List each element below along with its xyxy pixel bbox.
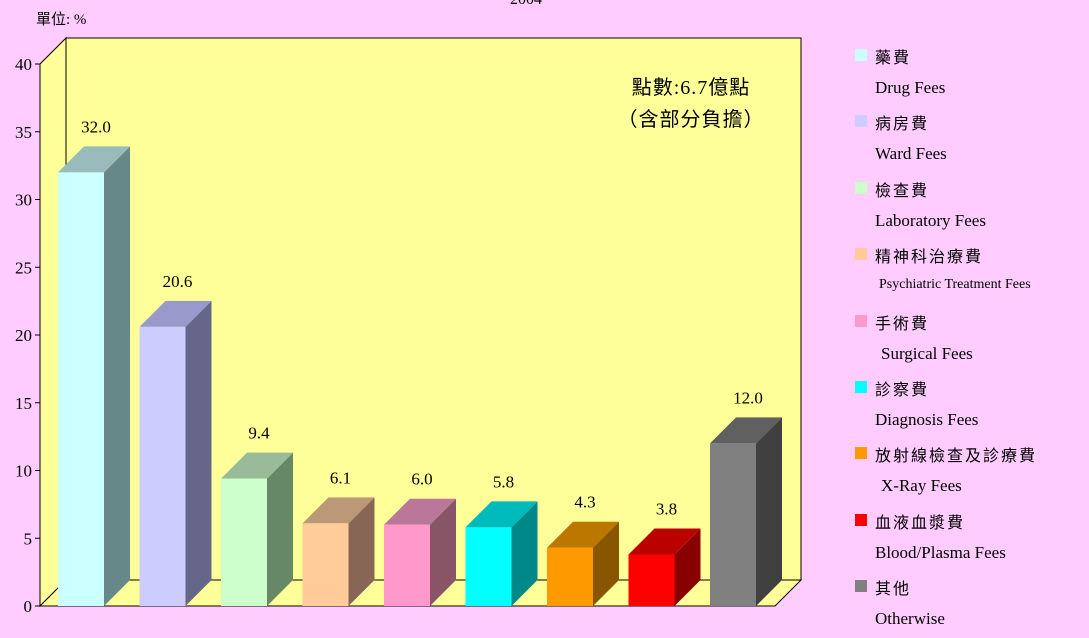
legend-label-zh: 檢查費	[875, 182, 930, 200]
bar-side	[267, 452, 293, 606]
legend-label-zh: 診察費	[875, 381, 930, 399]
annotation-line-1: 點數:6.7億點	[631, 77, 751, 99]
legend-label-zh: 藥費	[875, 50, 912, 67]
bar	[221, 478, 267, 606]
legend-item-otherwise: 其他 Otherwise	[855, 571, 1089, 637]
legend-label-en: Ward Fees	[875, 144, 947, 164]
bar-top	[221, 452, 293, 479]
legend-item-xray: 放射線檢查及診療費 X-Ray Fees	[855, 438, 1089, 504]
bar	[384, 524, 430, 606]
bar-value-label: 32.0	[81, 117, 111, 136]
y-axis-unit-label: 單位: %	[36, 12, 87, 28]
legend-label-zh: 放射線檢查及診療費	[875, 448, 1038, 466]
annotation: 點數:6.7億點 （含部分負擔）	[606, 72, 776, 136]
legend-label-en: Psychiatric Treatment Fees	[879, 277, 1031, 293]
legend-item-blood-plasma: 血液血漿費 Blood/Plasma Fees	[855, 505, 1089, 571]
y-tick-label: 35	[15, 123, 32, 142]
bar	[58, 172, 104, 606]
legend-label-en: X-Ray Fees	[881, 476, 962, 496]
bar	[139, 326, 186, 606]
legend-label-zh: 其他	[875, 581, 912, 599]
bar-side	[756, 417, 782, 606]
legend-item-psychiatric: 精神科治療費 Psychiatric Treatment Fees	[855, 239, 1089, 305]
bar-side	[593, 521, 619, 606]
legend-item-drug: 藥費 Drug Fees	[855, 40, 1089, 106]
bar-side	[674, 528, 701, 606]
bar-value-label: 12.0	[733, 388, 763, 407]
bar-top	[710, 417, 782, 444]
bar-value-label: 3.8	[656, 500, 677, 519]
bar-side	[511, 501, 538, 606]
bar-side	[348, 497, 375, 606]
legend-swatch	[855, 314, 867, 327]
bar-top	[628, 528, 701, 555]
legend-label-en: Laboratory Fees	[875, 210, 986, 230]
legend-item-laboratory: 檢查費 Laboratory Fees	[855, 173, 1089, 239]
bar-value-label: 6.1	[330, 468, 351, 487]
y-tick-label: 5	[24, 529, 33, 548]
bar-top	[384, 498, 456, 525]
legend-swatch	[855, 115, 867, 128]
legend-label-en: Drug Fees	[875, 78, 946, 97]
legend-swatch	[855, 248, 867, 261]
bar-value-label: 5.8	[493, 472, 514, 491]
bar-top	[465, 501, 538, 528]
bar	[628, 554, 675, 606]
legend-label-en: Diagnosis Fees	[875, 409, 979, 429]
bar-top	[139, 300, 212, 327]
legend-swatch	[855, 580, 867, 593]
legend-label-zh: 手術費	[875, 315, 930, 333]
annotation-line-2: （含部分負擔）	[617, 109, 765, 131]
legend-label-en: Otherwise	[875, 609, 945, 629]
legend-swatch	[855, 513, 867, 526]
y-tick-label: 20	[15, 326, 32, 345]
bar	[465, 527, 512, 606]
legend-swatch	[855, 380, 867, 393]
y-tick-label: 10	[15, 462, 32, 481]
bar-side	[104, 146, 130, 606]
y-tick-label: 40	[15, 55, 32, 74]
y-tick-label: 25	[15, 258, 32, 277]
legend-label-zh: 血液血漿費	[875, 514, 966, 532]
legend-item-surgical: 手術費 Surgical Fees	[855, 306, 1089, 372]
bar-value-label: 4.3	[574, 493, 595, 512]
bar	[547, 547, 593, 606]
legend-label-en: Surgical Fees	[881, 343, 973, 363]
legend-swatch	[855, 447, 867, 460]
legend-label-zh: 病房費	[875, 116, 930, 134]
bar-side	[185, 300, 212, 606]
legend-item-ward: 病房費 Ward Fees	[855, 106, 1089, 172]
bar-value-label: 6.0	[411, 470, 432, 489]
y-tick-label: 15	[15, 394, 32, 413]
legend-swatch	[855, 49, 867, 61]
y-tick-label: 30	[15, 191, 32, 210]
legend-item-diagnosis: 診察費 Diagnosis Fees	[855, 372, 1089, 438]
y-tick-label: 0	[24, 597, 33, 616]
bar-top	[302, 497, 375, 524]
bar-value-label: 9.4	[248, 424, 270, 443]
bar-side	[430, 498, 456, 606]
legend-swatch	[855, 181, 867, 194]
legend-label-zh: 精神科治療費	[875, 249, 984, 267]
chart-year-label: 2004	[510, 0, 542, 9]
bar-top	[547, 521, 619, 548]
legend-label-en: Blood/Plasma Fees	[875, 542, 1006, 562]
bar	[710, 443, 756, 606]
bar-top	[58, 146, 130, 173]
bar-value-label: 20.6	[163, 272, 193, 291]
bar	[302, 523, 349, 606]
legend: 藥費 Drug Fees 病房費 Ward Fees 檢查費 Laborator…	[855, 40, 1089, 638]
